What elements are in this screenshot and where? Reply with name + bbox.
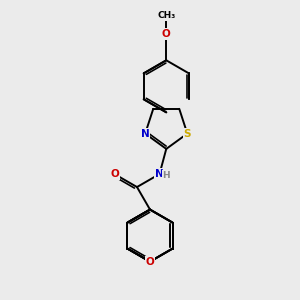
Text: O: O [162,29,171,39]
Text: O: O [110,169,119,179]
Text: N: N [141,129,150,139]
Text: H: H [163,171,170,180]
Text: N: N [155,169,164,179]
Text: CH₃: CH₃ [157,11,176,20]
Text: O: O [146,256,154,267]
Text: S: S [184,129,191,139]
